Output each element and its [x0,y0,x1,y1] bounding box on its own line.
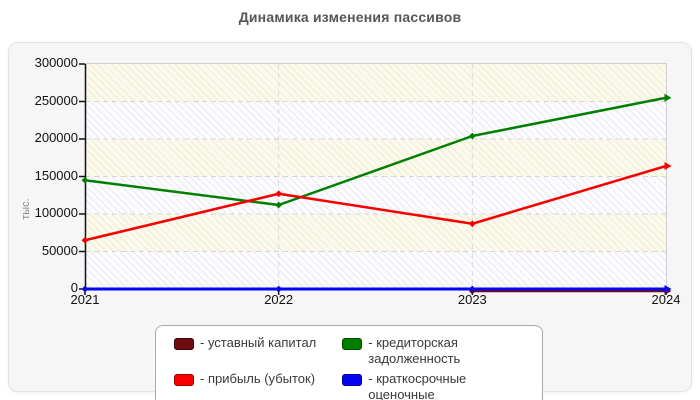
data-point-marker [81,176,89,184]
data-point-marker [664,285,672,293]
plot-band [85,64,666,102]
plot-area [79,63,672,295]
legend-item-label: - кредиторская задолженность [368,335,461,366]
y-tick-label: 200000 [34,130,78,145]
series-line [84,164,667,242]
plot-band [85,214,666,252]
legend-item: - краткосрочные оценочные обязательства [342,371,526,400]
legend-item: - прибыль (убыток) [174,371,316,400]
legend-item-label: - уставный капитал [200,335,317,350]
data-point-marker [664,93,672,102]
legend-swatch [342,338,363,350]
data-point-marker [81,285,89,293]
chart-legend: - уставный капитал - прибыль (убыток) - кр… [155,325,543,400]
plot-band [85,251,666,289]
chart-title: Динамика изменения пассивов [238,9,462,25]
series-line [84,96,667,207]
data-point-marker [275,285,283,293]
x-tick-label: 2022 [264,292,294,307]
y-tick-label: 0 [70,280,78,295]
y-tick-label: 100000 [34,205,78,220]
legend-swatch [174,373,194,386]
y-tick-label: 250000 [34,92,78,108]
x-tick-label: 2023 [457,292,487,307]
y-tick-label: 150000 [34,167,78,183]
data-point-marker [664,162,672,170]
legend-item: - кредиторская задолженность [342,335,526,367]
x-tick-label: 2024 [651,292,681,307]
data-point-marker [468,220,476,228]
legend-swatch [342,373,363,386]
legend-item-label: - краткосрочные оценочные обязательства [368,370,467,400]
legend-grid: - уставный капитал - прибыль (убыток) - кр… [174,335,526,400]
y-tick-label: 300000 [34,55,78,70]
chart-canvas [79,63,672,295]
data-point-marker [468,132,476,140]
legend-item-label: - прибыль (убыток) [200,370,316,386]
x-tick-label: 2021 [70,292,100,307]
plot-band [85,101,666,139]
data-point-marker [275,201,283,209]
data-point-marker [81,236,89,244]
data-point-marker [275,190,283,198]
legend-item: - уставный капитал [174,335,316,367]
legend-swatch [174,338,194,350]
y-tick-label: 50000 [41,242,78,258]
